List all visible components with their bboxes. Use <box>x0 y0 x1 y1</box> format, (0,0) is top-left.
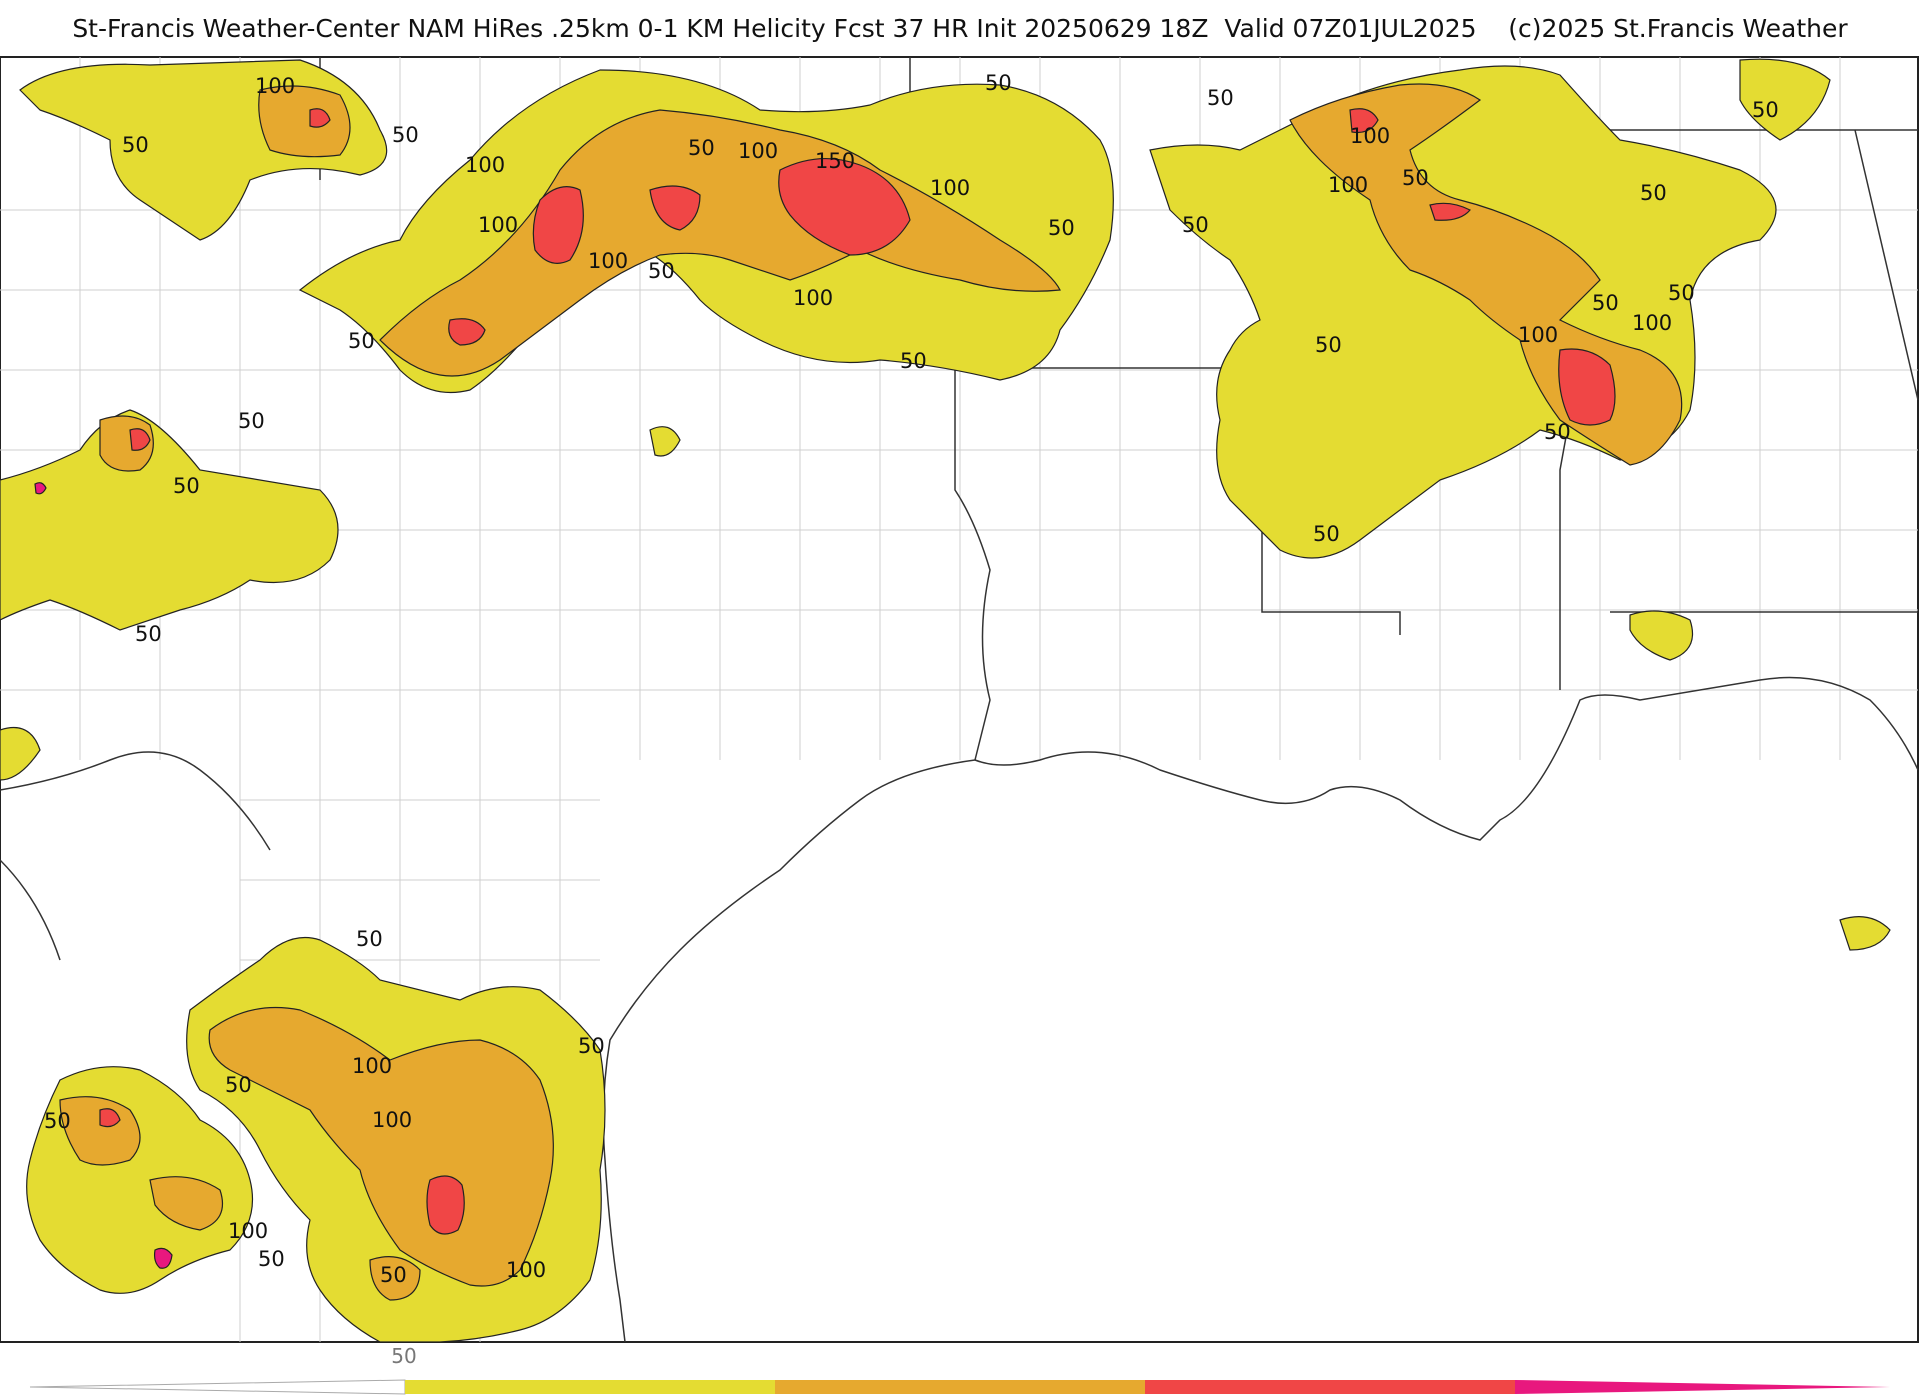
contour-label: 50 <box>258 1247 285 1271</box>
colorbar-band-150 <box>1145 1380 1515 1394</box>
colorbar-band-200 <box>1515 1380 1890 1394</box>
contour-label: 50 <box>578 1034 605 1058</box>
contour-50-north-east-2 <box>1739 58 1831 141</box>
contour-label: 100 <box>255 74 295 98</box>
helicity-200-contours <box>34 482 173 1269</box>
contour-label: 100 <box>352 1054 392 1078</box>
contour-label: 50 <box>1313 522 1340 546</box>
contour-label: 50 <box>1048 216 1075 240</box>
contour-150-ne <box>1558 348 1616 426</box>
contour-150-n1 <box>778 158 911 256</box>
contour-label: 100 <box>793 286 833 310</box>
colorbar-tick-label: 50 <box>391 1344 416 1368</box>
contour-label: 100 <box>1518 323 1558 347</box>
contour-label: 100 <box>1632 311 1672 335</box>
contour-label: 50 <box>44 1109 71 1133</box>
colorbar-band-50 <box>405 1380 775 1394</box>
contour-label: 50 <box>356 927 383 951</box>
contour-100-south <box>208 1006 554 1287</box>
helicity-150-contours <box>99 108 1616 1235</box>
contour-label: 50 <box>225 1073 252 1097</box>
contour-label: 100 <box>228 1219 268 1243</box>
contour-label: 50 <box>392 123 419 147</box>
contour-label: 50 <box>122 133 149 157</box>
contour-label: 50 <box>1402 166 1429 190</box>
contour-label: 100 <box>478 213 518 237</box>
contour-label: 100 <box>372 1108 412 1132</box>
contour-label: 50 <box>688 136 715 160</box>
contour-label: 50 <box>238 409 265 433</box>
contour-100-nw <box>258 85 351 158</box>
contour-label: 100 <box>930 176 970 200</box>
colorbar-band-100 <box>775 1380 1145 1394</box>
contour-150-n3 <box>649 185 701 231</box>
color-bar: 50 <box>29 1344 1890 1395</box>
contour-200-sw <box>153 1247 173 1269</box>
contour-label: 50 <box>900 349 927 373</box>
contour-label: 50 <box>1592 291 1619 315</box>
contour-label: 50 <box>1668 281 1695 305</box>
contour-label: 50 <box>1752 98 1779 122</box>
helicity-100-contours <box>59 83 1683 1301</box>
colorbar-under <box>29 1379 406 1395</box>
contour-label: 150 <box>815 149 855 173</box>
contour-150-s <box>426 1175 465 1235</box>
contour-150-n2 <box>532 186 584 264</box>
contour-label: 50 <box>1640 181 1667 205</box>
contour-label: 50 <box>1544 420 1571 444</box>
contour-100-north-central <box>379 109 1061 377</box>
contour-label: 100 <box>465 153 505 177</box>
contour-label: 50 <box>173 474 200 498</box>
contour-label: 50 <box>648 259 675 283</box>
coastline <box>0 676 1919 1343</box>
contour-labels: 100 50 50 100 100 50 100 150 50 50 100 5… <box>44 71 1779 1287</box>
contour-label: 100 <box>506 1258 546 1282</box>
contour-label: 50 <box>348 329 375 353</box>
contour-label: 100 <box>1328 173 1368 197</box>
contour-label: 50 <box>135 622 162 646</box>
contour-label: 100 <box>588 249 628 273</box>
contour-label: 100 <box>738 139 778 163</box>
contour-label: 50 <box>985 71 1012 95</box>
contour-label: 50 <box>1182 213 1209 237</box>
contour-label: 50 <box>1207 86 1234 110</box>
contour-label: 50 <box>380 1263 407 1287</box>
map-title: St-Francis Weather-Center NAM HiRes .25k… <box>72 14 1848 43</box>
contour-label: 100 <box>1350 124 1390 148</box>
contour-label: 50 <box>1315 333 1342 357</box>
